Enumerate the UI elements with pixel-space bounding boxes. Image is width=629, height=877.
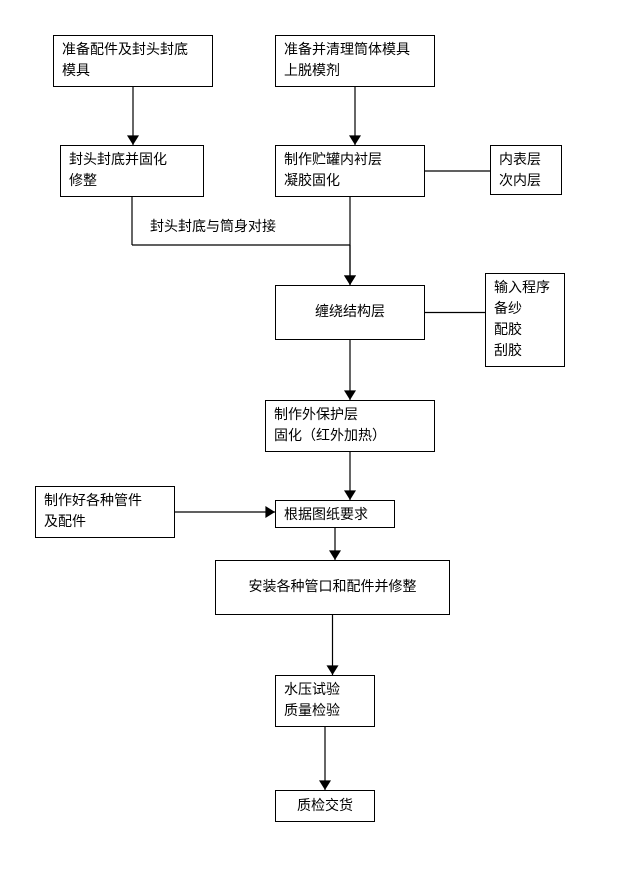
node-install-fittings: 安装各种管口和配件并修整 (215, 560, 450, 615)
node-inner-layers: 内表层 次内层 (490, 145, 562, 195)
node-seal-cure: 封头封底并固化 修整 (60, 145, 204, 197)
node-outer-protection: 制作外保护层 固化（红外加热） (265, 400, 435, 452)
node-make-pipes: 制作好各种管件 及配件 (35, 486, 175, 538)
edge-label-joint: 封头封底与筒身对接 (150, 216, 276, 236)
node-make-liner: 制作贮罐内衬层 凝胶固化 (275, 145, 425, 197)
node-prepare-fittings: 准备配件及封头封底 模具 (53, 35, 213, 87)
node-per-drawings: 根据图纸要求 (275, 500, 395, 528)
node-prepare-mold: 准备并清理筒体模具 上脱模剂 (275, 35, 435, 87)
node-winding-layer: 缠绕结构层 (275, 285, 425, 340)
node-hydro-test: 水压试验 质量检验 (275, 675, 375, 727)
node-input-program: 输入程序 备纱 配胶 刮胶 (485, 273, 565, 367)
node-qc-delivery: 质检交货 (275, 790, 375, 822)
